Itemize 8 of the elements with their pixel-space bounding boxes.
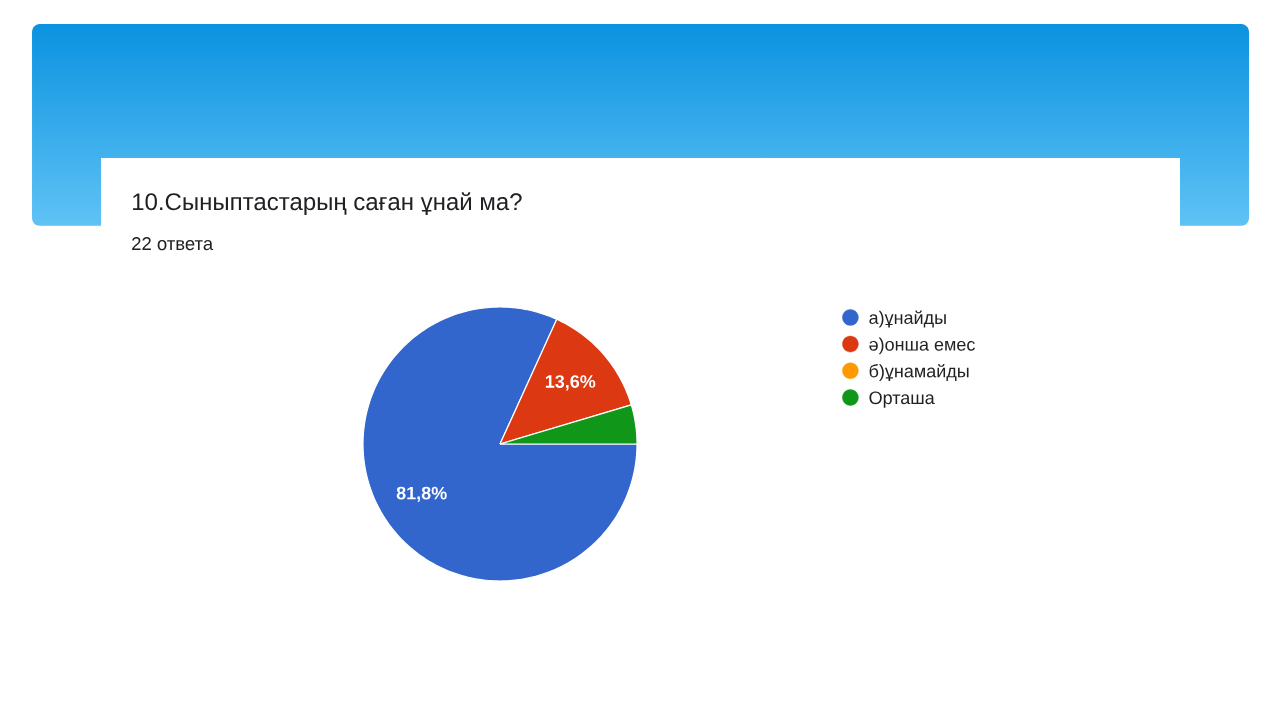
data-label: 13,6%	[545, 375, 596, 391]
text: 22 ответа	[132, 237, 214, 251]
legend-label: Орташа	[869, 391, 935, 408]
legend-label: б)ұнамайды	[869, 363, 969, 382]
legend-label: а)ұнайды	[869, 310, 946, 328]
data-label: 81,8%	[396, 486, 447, 503]
chart-title: 10.Сыныптастарың саған ұнай ма?	[133, 192, 522, 215]
legend-label: ә)онша емес	[869, 337, 975, 355]
